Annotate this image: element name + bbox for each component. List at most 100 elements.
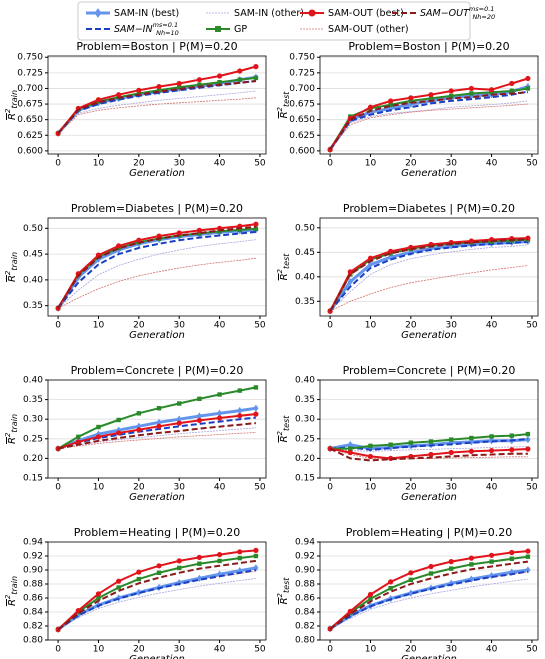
y-tick-label: 0.625	[289, 131, 315, 141]
plot-frame	[319, 217, 539, 317]
legend-item: GP	[206, 24, 247, 35]
series-line	[57, 416, 256, 450]
series-line	[57, 239, 256, 309]
marker	[196, 412, 202, 420]
marker	[156, 88, 162, 93]
series-line	[329, 100, 528, 150]
marker	[95, 591, 102, 597]
y-label-base: R	[279, 111, 290, 118]
x-tick-label: 0	[55, 159, 61, 169]
x-tick-label: 50	[254, 645, 266, 655]
marker	[116, 585, 121, 590]
y-label-sup: 2	[276, 106, 284, 111]
legend-label: GP	[234, 24, 247, 35]
marker	[408, 98, 414, 104]
panel-title: Problem=Heating | P(M)=0.20	[346, 526, 512, 539]
marker	[428, 571, 434, 576]
marker	[468, 448, 474, 454]
series-line	[56, 228, 256, 310]
x-tick-label: 10	[93, 645, 105, 655]
y-tick-label: 0.94	[295, 538, 315, 548]
x-tick-label: 50	[526, 159, 538, 169]
marker	[428, 244, 434, 253]
marker	[216, 552, 223, 558]
marker	[468, 575, 474, 583]
marker	[253, 75, 259, 81]
series-line	[57, 569, 257, 631]
marker	[408, 100, 414, 108]
x-tick-label: 10	[365, 645, 377, 655]
marker	[488, 87, 495, 93]
y-tick-label: 0.90	[23, 566, 43, 576]
marker	[197, 82, 202, 87]
marker	[488, 447, 495, 454]
marker	[448, 88, 454, 94]
y-tick-label: 0.650	[17, 115, 43, 125]
y-label-base: R	[7, 113, 18, 120]
y-label-base: R	[7, 275, 18, 282]
x-tick-label: 40	[214, 483, 226, 493]
marker	[136, 427, 142, 433]
legend-item: SAM-IN (other)	[206, 8, 304, 19]
marker	[196, 554, 202, 561]
y-tick-label: 0.82	[23, 622, 43, 632]
marker	[156, 570, 162, 576]
marker	[217, 392, 222, 397]
x-tick-label: 20	[133, 321, 145, 331]
marker	[197, 231, 202, 236]
series-line	[329, 571, 528, 630]
marker	[95, 434, 102, 440]
marker	[525, 86, 531, 91]
marker	[509, 88, 514, 94]
marker	[95, 255, 102, 263]
series-line	[58, 427, 256, 449]
y-label-sup: 2	[4, 594, 12, 599]
marker	[408, 570, 414, 576]
legend-item: SAM−OUTms=0.1 Nh=20	[392, 5, 495, 21]
x-tick-label: 40	[214, 645, 226, 655]
marker	[388, 442, 393, 447]
legend-marker	[215, 26, 221, 32]
y-tick-label: 0.25	[23, 434, 43, 444]
x-tick-label: 50	[526, 483, 538, 493]
marker	[216, 73, 223, 79]
y-tick-label: 0.600	[17, 146, 43, 156]
y-label-sub: test	[282, 415, 291, 431]
marker	[116, 578, 122, 584]
panel-title: Problem=Boston | P(M)=0.20	[348, 40, 509, 53]
marker	[136, 576, 142, 582]
marker	[388, 248, 394, 254]
y-tick-label: 0.725	[289, 68, 315, 78]
y-tick-label: 0.700	[17, 84, 43, 94]
marker	[368, 443, 373, 449]
series-line	[57, 549, 256, 631]
marker	[76, 434, 81, 440]
marker	[347, 278, 353, 286]
marker	[348, 446, 353, 451]
marker	[253, 411, 259, 417]
x-tick-label: 0	[55, 321, 61, 331]
marker	[525, 235, 531, 241]
x-axis-label: Generation	[129, 330, 185, 341]
marker	[176, 85, 182, 90]
y-axis-label: R2train	[4, 252, 19, 282]
y-tick-label: 0.675	[17, 100, 43, 110]
marker	[525, 446, 531, 452]
marker	[136, 87, 142, 93]
series-line	[329, 560, 529, 630]
y-tick-label: 0.90	[295, 566, 315, 576]
legend-name: GP	[234, 24, 247, 35]
y-label-sup: 2	[276, 268, 284, 273]
y-tick-label: 0.25	[295, 434, 315, 444]
marker	[347, 449, 353, 456]
marker	[488, 437, 495, 445]
x-tick-label: 0	[55, 645, 61, 655]
legend-label: SAM-OUT (best)	[328, 8, 404, 19]
x-tick-label: 10	[365, 321, 377, 331]
y-label-sup: 2	[4, 432, 12, 437]
plot-frame	[47, 55, 267, 155]
marker	[253, 221, 259, 227]
marker	[237, 68, 243, 74]
x-tick-label: 50	[254, 321, 266, 331]
panel-title: Problem=Boston | P(M)=0.20	[76, 40, 237, 53]
